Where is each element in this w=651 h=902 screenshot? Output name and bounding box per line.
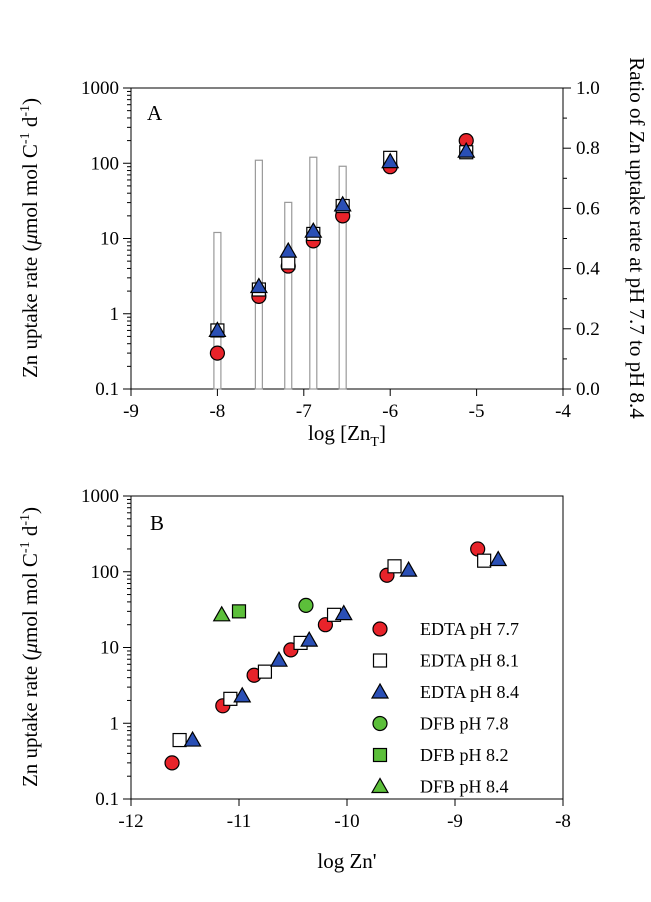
- panel-b-label: B: [150, 511, 164, 535]
- y2-tick-label: 0.6: [576, 198, 600, 219]
- a-point-edta-ph-8-4: [381, 152, 400, 169]
- x-tick-label: -7: [296, 401, 312, 422]
- panel-a-y2-axis-title: Ratio of Zn uptake rate at pH 7.7 to pH …: [625, 57, 649, 419]
- y-tick-label: 100: [91, 153, 120, 174]
- b-point-edta-ph-8-4: [334, 604, 353, 621]
- y-tick-label: 1: [110, 304, 120, 325]
- x-tick-label: -8: [555, 811, 571, 832]
- x-tick-label: -11: [227, 811, 252, 832]
- panel-a-y-axis-title: Zn uptake rate (μmol mol C-1 d-1): [18, 98, 42, 378]
- legend-label-dfb-ph-7-8: DFB pH 7.8: [420, 714, 509, 734]
- x-tick-label: -6: [382, 401, 398, 422]
- b-point-edta-ph-8-1: [223, 691, 238, 706]
- y2-tick-label: 0.8: [576, 138, 600, 159]
- panel-a-y-axis: 0.1 1 10 100 1000: [81, 78, 131, 400]
- a-point-edta-ph-8-4: [304, 221, 323, 238]
- legend-label-edta-ph-7-7: EDTA pH 7.7: [420, 619, 519, 639]
- legend-marker-edta-ph-7-7: [372, 621, 388, 637]
- x-tick-label: -9: [123, 401, 139, 422]
- x-tick-label: -8: [209, 401, 225, 422]
- y-tick-label: 0.1: [95, 789, 119, 810]
- y2-tick-label: 0.2: [576, 319, 600, 340]
- b-point-edta-ph-8-4: [399, 560, 418, 577]
- ratio-bar: [338, 165, 347, 390]
- legend-label-dfb-ph-8-4: DFB pH 8.4: [420, 777, 509, 797]
- a-point-edta-ph-7-7: [209, 345, 225, 361]
- ratio-bar: [254, 159, 263, 390]
- y-tick-label: 1: [110, 713, 120, 734]
- ratio-bar: [213, 231, 222, 390]
- x-tick-label: -10: [334, 811, 359, 832]
- b-point-edta-ph-8-4: [269, 650, 288, 667]
- x-tick-label: -9: [447, 811, 463, 832]
- y-tick-label: 100: [91, 562, 120, 583]
- b-point-edta-ph-7-7: [164, 755, 180, 771]
- panel-b-legend: EDTA pH 7.7 EDTA pH 8.1 EDTA pH 8.4 DFB pH …: [370, 619, 519, 797]
- x-tick-label: -4: [555, 401, 571, 422]
- panel-a-x-axis: -9 -8 -7 -6 -5 -4: [123, 389, 571, 422]
- y2-tick-label: 1.0: [576, 78, 600, 99]
- b-point-dfb-ph-8-2: [231, 604, 247, 619]
- y-tick-label: 1000: [81, 78, 119, 99]
- b-point-edta-ph-8-4: [300, 630, 319, 647]
- y-tick-label: 10: [100, 638, 119, 659]
- panel-b-points: [164, 541, 508, 771]
- legend-marker-dfb-ph-8-2: [372, 747, 388, 763]
- legend-label-edta-ph-8-1: EDTA pH 8.1: [420, 651, 519, 671]
- b-point-dfb-ph-7-8: [298, 597, 314, 613]
- y2-tick-label: 0.0: [576, 379, 600, 400]
- y-tick-label: 1000: [81, 486, 119, 507]
- panel-b-x-axis: -12 -11 -10 -9 -8: [118, 799, 571, 832]
- x-tick-label: -12: [118, 811, 143, 832]
- b-point-dfb-ph-8-4: [212, 605, 231, 622]
- x-tick-label: -5: [469, 401, 485, 422]
- panel-a-y2-axis: 0.0 0.2 0.4 0.6 0.8 1.0: [563, 78, 600, 400]
- b-point-edta-ph-8-1: [477, 553, 492, 568]
- b-point-edta-ph-8-1: [387, 559, 402, 574]
- panel-b-y-axis-title: Zn uptake rate (μmol mol C-1 d-1): [18, 507, 42, 787]
- panel-b-y-axis: 0.1 1 10 100 1000: [81, 486, 131, 810]
- panel-a-ratio-bars: [213, 156, 347, 390]
- panel-a-points: [208, 132, 476, 361]
- legend-label-edta-ph-8-4: EDTA pH 8.4: [420, 682, 519, 702]
- panel-b-x-axis-title: log Zn': [317, 849, 376, 873]
- ratio-bar: [284, 201, 293, 390]
- a-point-edta-ph-8-4: [333, 195, 352, 212]
- b-point-edta-ph-8-1: [257, 664, 273, 679]
- panel-a-label: A: [147, 101, 163, 125]
- b-point-edta-ph-8-4: [233, 686, 252, 703]
- legend-marker-edta-ph-8-4: [370, 682, 390, 699]
- panel-a-x-axis-title: log [ZnT]: [308, 421, 386, 450]
- legend-label-dfb-ph-8-2: DFB pH 8.2: [420, 745, 509, 765]
- a-point-edta-ph-8-4: [249, 277, 268, 294]
- y-tick-label: 0.1: [95, 379, 119, 400]
- a-point-edta-ph-8-4: [279, 241, 298, 258]
- b-point-edta-ph-8-4: [183, 730, 202, 747]
- a-point-edta-ph-8-1: [281, 255, 296, 270]
- legend-marker-dfb-ph-7-8: [372, 715, 388, 732]
- panel-a-plot-frame: [130, 87, 564, 390]
- a-point-edta-ph-8-4: [208, 321, 227, 338]
- b-point-edta-ph-8-1: [172, 732, 187, 748]
- y2-tick-label: 0.4: [576, 259, 600, 280]
- ratio-bar: [309, 156, 318, 390]
- legend-marker-dfb-ph-8-4: [370, 777, 390, 794]
- legend-marker-edta-ph-8-1: [372, 653, 388, 668]
- a-point-edta-ph-8-4: [457, 141, 476, 158]
- b-point-edta-ph-8-4: [489, 550, 508, 567]
- y-tick-label: 10: [100, 229, 119, 250]
